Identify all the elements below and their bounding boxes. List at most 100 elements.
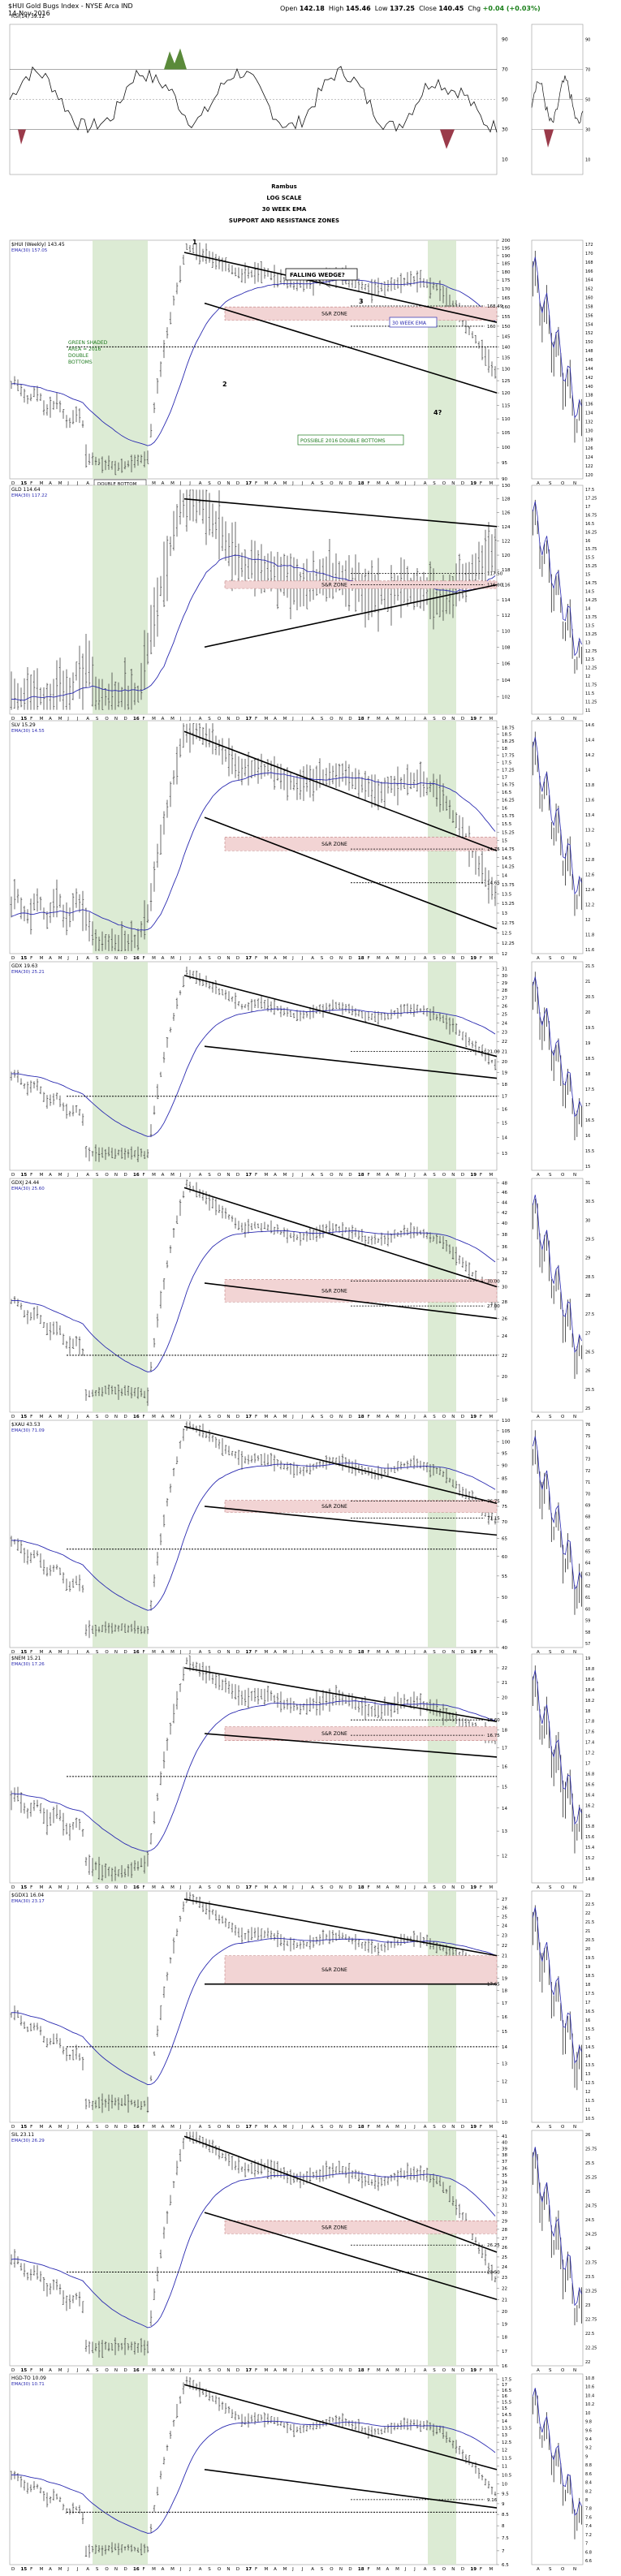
- month-label: J: [179, 1415, 182, 1419]
- month-label: S: [433, 481, 436, 486]
- y-tick-label: 34: [502, 2180, 507, 2185]
- month-label: D: [348, 1173, 351, 1178]
- series-label: $XAU 43.53: [11, 1422, 41, 1428]
- y-tick-label: 28: [502, 1300, 507, 1305]
- month-label: J: [291, 1415, 294, 1419]
- month-label: F: [480, 481, 482, 486]
- y-tick-label: 95: [502, 461, 507, 466]
- mini-tick-label: 146: [585, 358, 593, 363]
- mini-month-label: O: [561, 956, 565, 961]
- mini-tick-label: 59: [585, 1619, 590, 1624]
- y-tick-label: 90: [502, 1464, 507, 1469]
- month-label: O: [442, 2125, 446, 2130]
- month-label: 19: [470, 1415, 477, 1419]
- month-label: F: [367, 1415, 369, 1419]
- y-tick-label: 22: [502, 1944, 507, 1949]
- ema-label: EMA(30) 25.21: [11, 970, 45, 975]
- mini-month-label: O: [561, 2125, 565, 2130]
- wedge-lower-line: [204, 1045, 498, 1079]
- mini-tick-label: 16.4: [585, 1793, 594, 1798]
- month-label: O: [330, 481, 334, 486]
- month-label: M: [58, 1885, 63, 1890]
- mini-tick-label: 170: [585, 252, 593, 256]
- month-label: F: [30, 956, 32, 961]
- y-tick-label: 19: [502, 2322, 507, 2327]
- month-label: F: [255, 1885, 257, 1890]
- mini-tick-label: 31: [585, 1181, 590, 1186]
- mini-month-label: N: [573, 2125, 576, 2130]
- sr-zone-label: S&R ZONE: [321, 1967, 347, 1973]
- y-tick-label: 55: [502, 1574, 507, 1579]
- month-label: J: [413, 1885, 416, 1890]
- month-label: D: [123, 1415, 127, 1419]
- month-label: D: [236, 717, 239, 722]
- mini-tick-label: 16: [585, 1814, 590, 1819]
- y-tick-label: 75: [502, 1505, 507, 1510]
- mini-tick-label: 18.4: [585, 1688, 594, 1693]
- month-label: A: [424, 481, 427, 486]
- mini-frame: [531, 1419, 584, 1648]
- ema-label: EMA(30) 71.09: [11, 1428, 45, 1433]
- mini-tick-label: 14.5: [585, 2045, 594, 2050]
- month-label: 18: [358, 1885, 364, 1890]
- y-tick-label: 45: [502, 1619, 507, 1624]
- month-label: D: [123, 1650, 127, 1655]
- mini-tick-label: 12.5: [585, 2081, 594, 2086]
- month-label: M: [377, 1173, 381, 1178]
- mini-tick-label: 15.5: [585, 556, 594, 561]
- y-tick-label: 15: [502, 839, 507, 844]
- chart-title: $HUI Gold Bugs Index - NYSE Arca IND: [8, 2, 133, 10]
- y-tick-label: 38: [502, 1233, 507, 1238]
- mini-tick-label: 70: [585, 1492, 590, 1497]
- y-tick-label: 14.5: [502, 856, 512, 861]
- green-highlight: [428, 962, 456, 1170]
- mini-tick-label: 21: [585, 1929, 590, 1934]
- chart-header: $HUI Gold Bugs Index - NYSE Arca IND 14-…: [0, 0, 621, 18]
- month-label: 18: [358, 717, 364, 722]
- month-label: A: [86, 1173, 89, 1178]
- month-label: D: [461, 481, 464, 486]
- mini-tick-label: 134: [585, 411, 593, 416]
- month-label: J: [301, 717, 304, 722]
- month-label: S: [321, 1650, 324, 1655]
- mini-month-label: N: [573, 1885, 576, 1890]
- y-tick-label: 40: [502, 1221, 507, 1226]
- mini-month-label: S: [549, 481, 552, 486]
- month-label: N: [226, 1173, 230, 1178]
- wedge-lower-line: [204, 1282, 498, 1320]
- price-panel: 31 30 29 28 27 26 25 24 23 22 21 20 19 18 17 16 15 14 13 GD…: [9, 961, 594, 1178]
- mini-frame: [531, 961, 584, 1171]
- mini-tick-label: 15: [585, 573, 590, 578]
- y-tick-label: 18: [502, 2336, 507, 2341]
- month-label: N: [339, 481, 343, 486]
- month-label: O: [330, 717, 334, 722]
- rsi-note: LOG SCALE: [266, 195, 301, 201]
- month-label: D: [11, 1415, 15, 1419]
- mini-tick-label: 18: [585, 1983, 590, 1988]
- mini-tick-label: 16: [585, 539, 590, 544]
- month-label: A: [199, 956, 202, 961]
- month-label: 16: [133, 1650, 140, 1655]
- panel-frame: [9, 239, 498, 480]
- y-tick-label: 17: [502, 1747, 507, 1751]
- y-tick-label: 130: [502, 368, 511, 373]
- mini-month-label: O: [561, 1415, 565, 1419]
- month-label: N: [339, 717, 343, 722]
- y-tick-label: 38: [502, 2153, 507, 2158]
- wedge-upper-line: [183, 1187, 498, 1288]
- mini-month-label: S: [549, 1650, 552, 1655]
- month-label: D: [461, 717, 464, 722]
- month-label: J: [413, 2125, 416, 2130]
- month-label: S: [208, 1415, 211, 1419]
- mini-rsi-tick: 50: [585, 98, 590, 103]
- green-highlight: [93, 962, 148, 1170]
- month-label: S: [321, 1173, 324, 1178]
- mini-tick-label: 57: [585, 1642, 590, 1647]
- month-label: J: [291, 2125, 294, 2130]
- mini-tick-label: 74: [585, 1445, 590, 1450]
- month-label: N: [114, 1650, 118, 1655]
- green-highlight: [93, 485, 148, 714]
- mini-tick-label: 16.25: [585, 530, 597, 535]
- y-tick-label: 13: [502, 1829, 507, 1834]
- level-label: 14.65: [487, 881, 500, 886]
